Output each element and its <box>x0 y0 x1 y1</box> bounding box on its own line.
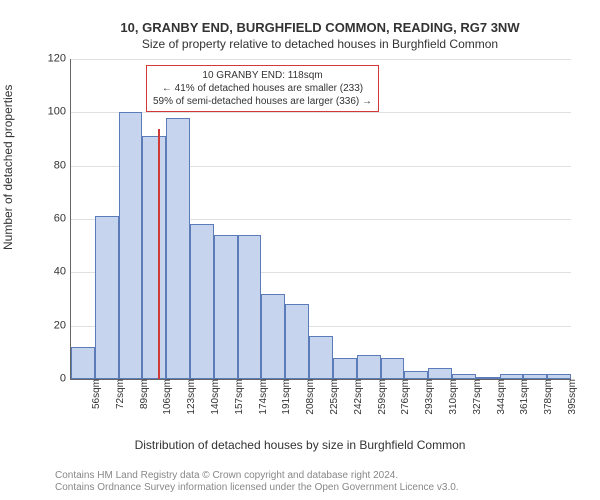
x-tick-label: 259sqm <box>373 379 388 415</box>
x-tick-label: 361sqm <box>515 379 530 415</box>
y-tick-label: 60 <box>54 214 71 225</box>
annotation-line: ← 41% of detached houses are smaller (23… <box>153 82 372 95</box>
histogram-bar <box>142 136 166 379</box>
histogram-bar <box>71 347 95 379</box>
x-tick-label: 327sqm <box>468 379 483 415</box>
y-axis-label: Number of detached properties <box>1 85 15 250</box>
x-tick-label: 72sqm <box>111 379 126 409</box>
x-tick-label: 293sqm <box>420 379 435 415</box>
histogram-bar <box>261 294 285 379</box>
y-tick-label: 120 <box>48 54 71 65</box>
chart-subtitle: Size of property relative to detached ho… <box>55 37 585 51</box>
x-axis-label: Distribution of detached houses by size … <box>0 438 600 452</box>
histogram-bar <box>119 112 143 379</box>
footer-line-1: Contains HM Land Registry data © Crown c… <box>55 470 600 482</box>
x-tick-label: 174sqm <box>254 379 269 415</box>
y-tick-label: 100 <box>48 107 71 118</box>
histogram-bar <box>214 235 238 379</box>
histogram-bar <box>404 371 428 379</box>
histogram-bar <box>285 304 309 379</box>
x-tick-label: 395sqm <box>563 379 578 415</box>
x-tick-label: 89sqm <box>135 379 150 409</box>
x-tick-label: 310sqm <box>444 379 459 415</box>
x-tick-label: 56sqm <box>87 379 102 409</box>
property-marker-line <box>158 129 160 379</box>
footer-line-2: Contains Ordnance Survey information lic… <box>55 482 600 494</box>
x-tick-label: 276sqm <box>396 379 411 415</box>
x-tick-label: 140sqm <box>206 379 221 415</box>
y-tick-label: 20 <box>54 320 71 331</box>
y-tick-label: 0 <box>60 374 71 385</box>
gridline <box>71 59 571 60</box>
x-tick-label: 225sqm <box>325 379 340 415</box>
histogram-bar <box>357 355 381 379</box>
x-tick-label: 208sqm <box>301 379 316 415</box>
histogram-bar <box>190 224 214 379</box>
x-tick-label: 157sqm <box>230 379 245 415</box>
histogram-bar <box>166 118 190 379</box>
histogram-bar <box>238 235 262 379</box>
chart-title: 10, GRANBY END, BURGHFIELD COMMON, READI… <box>55 20 585 35</box>
x-tick-label: 378sqm <box>539 379 554 415</box>
plot-area: 02040608010012056sqm72sqm89sqm106sqm123s… <box>70 59 571 380</box>
footer-copyright: Contains HM Land Registry data © Crown c… <box>0 470 600 494</box>
y-tick-label: 80 <box>54 160 71 171</box>
annotation-line: 59% of semi-detached houses are larger (… <box>153 95 372 108</box>
x-tick-label: 242sqm <box>349 379 364 415</box>
annotation-box: 10 GRANBY END: 118sqm← 41% of detached h… <box>146 65 379 112</box>
x-tick-label: 191sqm <box>277 379 292 415</box>
chart-container: 10, GRANBY END, BURGHFIELD COMMON, READI… <box>55 20 585 450</box>
y-tick-label: 40 <box>54 267 71 278</box>
x-tick-label: 106sqm <box>158 379 173 415</box>
histogram-bar <box>428 368 452 379</box>
histogram-bar <box>381 358 405 379</box>
x-tick-label: 123sqm <box>182 379 197 415</box>
annotation-line: 10 GRANBY END: 118sqm <box>153 69 372 82</box>
gridline <box>71 112 571 113</box>
histogram-bar <box>95 216 119 379</box>
histogram-bar <box>309 336 333 379</box>
histogram-bar <box>333 358 357 379</box>
x-tick-label: 344sqm <box>492 379 507 415</box>
